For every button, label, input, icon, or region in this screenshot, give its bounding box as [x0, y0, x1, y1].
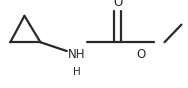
Text: NH: NH: [68, 48, 86, 61]
Text: O: O: [136, 48, 146, 61]
Text: H: H: [73, 67, 81, 77]
Text: O: O: [113, 0, 122, 9]
